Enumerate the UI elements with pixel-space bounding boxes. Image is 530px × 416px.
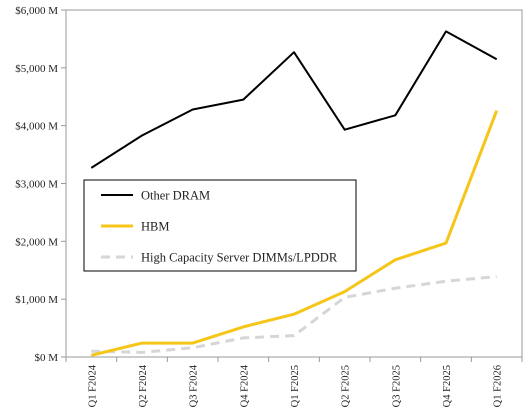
y-tick-label: $4,000 M [15, 121, 58, 133]
y-tick-label: $5,000 M [15, 63, 58, 75]
y-axis-ticks: $0 M $1,000 M $2,000 M $3,000 M $4,000 M $5,0… [15, 5, 66, 364]
x-tick-label: Q4 F2025 [442, 365, 453, 407]
y-tick-label: $0 M [34, 352, 58, 364]
y-tick-label: $6,000 M [15, 5, 58, 17]
series-line-high-capacity-server-dimms-lpddr [91, 275, 497, 354]
x-tick-label: Q4 F2024 [239, 364, 250, 407]
x-tick-label: Q1 F2025 [290, 365, 301, 407]
y-tick-label: $3,000 M [15, 179, 58, 191]
legend-label: High Capacity Server DIMMs/LPDDR [141, 251, 338, 265]
x-tick-label: Q1 F2024 [87, 364, 98, 407]
x-tick-label: Q2 F2025 [341, 365, 352, 407]
legend-label: HBM [141, 220, 169, 234]
series-line-other-dram [90, 30, 498, 169]
x-tick-label: Q3 F2025 [391, 365, 402, 407]
x-axis-ticks: Q1 F2024 Q2 F2024 Q3 F2024 Q4 F2024 Q1 F2025… [65, 357, 523, 407]
legend-label: Other DRAM [141, 189, 210, 203]
x-tick-label: Q2 F2024 [138, 364, 149, 407]
series-line-hbm [90, 110, 499, 357]
series-lines [90, 30, 499, 357]
legend: Other DRAM HBM High Capacity Server DIMMs/… [83, 179, 357, 272]
x-tick-label: Q1 F2026 [493, 365, 504, 407]
y-tick-label: $1,000 M [15, 294, 58, 306]
x-tick-label: Q3 F2024 [189, 364, 200, 407]
y-tick-label: $2,000 M [15, 236, 58, 248]
